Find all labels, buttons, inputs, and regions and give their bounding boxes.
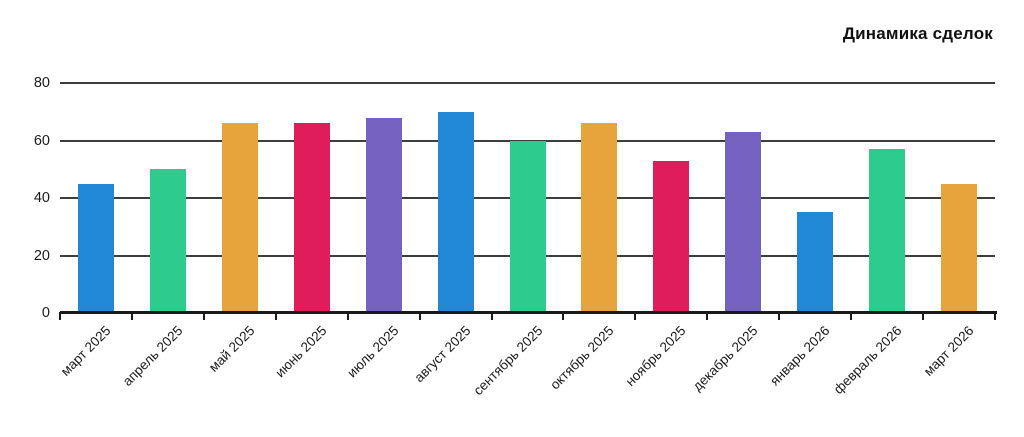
bar-сентябрь 2025[interactable] bbox=[510, 141, 546, 313]
chart-title: Динамика сделок bbox=[842, 24, 993, 43]
bar-ноябрь 2025[interactable] bbox=[653, 161, 689, 313]
bar-август 2025[interactable] bbox=[438, 112, 474, 313]
x-axis-tick bbox=[778, 312, 780, 320]
x-axis-tick bbox=[562, 312, 564, 320]
bar-декабрь 2025[interactable] bbox=[725, 132, 761, 313]
x-axis-tick bbox=[131, 312, 133, 320]
bar-июнь 2025[interactable] bbox=[294, 123, 330, 313]
x-axis-tick bbox=[706, 312, 708, 320]
x-axis-tick bbox=[347, 312, 349, 320]
bar-март 2026[interactable] bbox=[941, 184, 977, 313]
x-axis-tick bbox=[634, 312, 636, 320]
y-axis-label-80: 80 bbox=[33, 75, 50, 91]
bar-апрель 2025[interactable] bbox=[150, 169, 186, 313]
x-axis-tick bbox=[59, 312, 61, 320]
y-axis-label-20: 20 bbox=[33, 248, 50, 264]
x-axis-line bbox=[60, 311, 997, 314]
y-axis-label-60: 60 bbox=[33, 133, 50, 149]
bar-февраль 2026[interactable] bbox=[869, 149, 905, 313]
y-axis-label-40: 40 bbox=[33, 190, 50, 206]
bar-июль 2025[interactable] bbox=[366, 118, 402, 313]
x-axis-tick bbox=[491, 312, 493, 320]
x-axis-tick bbox=[275, 312, 277, 320]
x-axis-tick bbox=[850, 312, 852, 320]
bar-январь 2026[interactable] bbox=[797, 212, 833, 313]
y-axis-label-0: 0 bbox=[41, 305, 50, 321]
x-axis-tick bbox=[419, 312, 421, 320]
bar-май 2025[interactable] bbox=[222, 123, 258, 313]
x-axis-tick bbox=[203, 312, 205, 320]
bar-октябрь 2025[interactable] bbox=[581, 123, 617, 313]
gridline-y-80 bbox=[60, 82, 995, 84]
x-axis-tick bbox=[994, 312, 996, 320]
x-axis-tick bbox=[922, 312, 924, 320]
bar-март 2025[interactable] bbox=[78, 184, 114, 313]
